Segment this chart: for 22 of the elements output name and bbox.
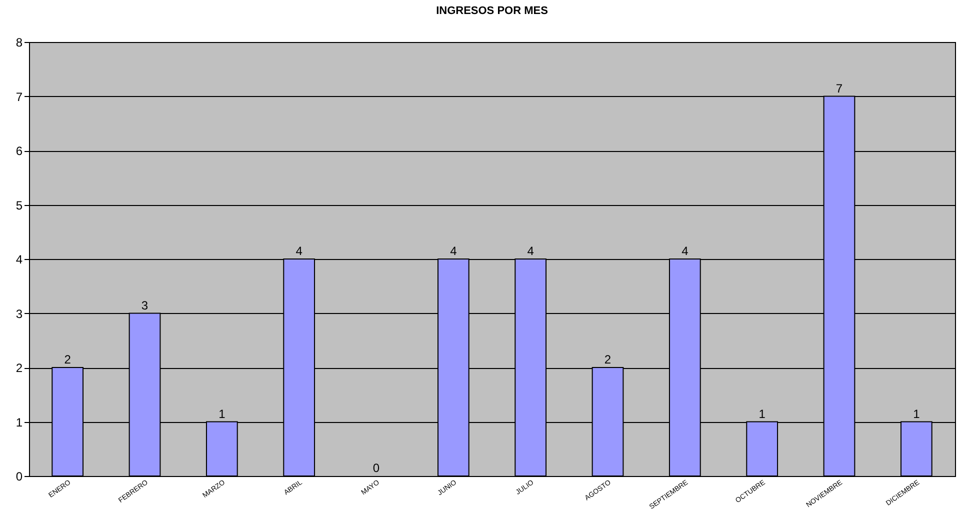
data-label: 3	[141, 298, 148, 312]
data-label: 4	[296, 244, 303, 258]
y-tick-label: 6	[16, 144, 23, 158]
data-label: 2	[604, 352, 612, 366]
y-tick-label: 0	[16, 470, 23, 484]
data-label: 4	[527, 244, 534, 258]
y-tick-label: 2	[16, 361, 23, 375]
y-tick-label: 8	[16, 36, 23, 50]
data-label: 0	[372, 461, 380, 475]
y-tick-label: 4	[16, 252, 23, 266]
chart-title: INGRESOS POR MES	[436, 5, 548, 17]
data-label: 1	[218, 406, 226, 421]
data-label: 2	[64, 352, 72, 366]
y-tick-label: 5	[16, 198, 23, 212]
data-label: 7	[836, 81, 843, 96]
y-tick-label: 3	[16, 306, 23, 321]
y-tick-label: 1	[16, 415, 23, 430]
data-label: 1	[913, 406, 920, 421]
data-label: 1	[758, 406, 766, 421]
y-tick-label: 7	[16, 90, 23, 104]
data-label: 4	[450, 244, 458, 258]
data-label: 4	[682, 244, 689, 258]
